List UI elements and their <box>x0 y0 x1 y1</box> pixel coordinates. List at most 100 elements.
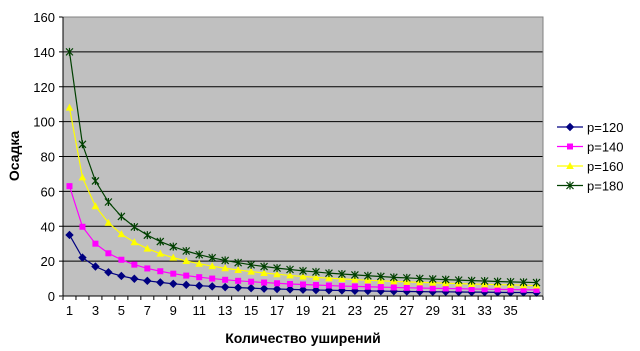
x-tick-label: 9 <box>170 303 177 318</box>
data-point-p=140 <box>261 279 268 286</box>
data-point-p=140 <box>248 278 255 285</box>
data-point-p=180 <box>117 212 126 221</box>
data-point-p=140 <box>235 277 242 284</box>
data-point-p=140 <box>416 284 423 291</box>
data-point-p=180 <box>389 273 398 282</box>
data-point-p=140 <box>79 223 86 230</box>
data-point-p=140 <box>507 286 514 293</box>
data-point-p=140 <box>403 284 410 291</box>
x-tick-label: 35 <box>503 303 517 318</box>
x-axis-title: Количество уширений <box>225 330 381 346</box>
data-point-p=120 <box>195 281 204 290</box>
data-point-p=180 <box>286 265 294 274</box>
legend-marker-p=180 <box>566 181 574 190</box>
data-point-p=140 <box>183 272 190 279</box>
data-point-p=160 <box>338 274 346 282</box>
data-point-p=140 <box>325 282 332 289</box>
x-tick-label: 17 <box>270 303 284 318</box>
data-point-p=140 <box>105 250 112 257</box>
data-point-p=140 <box>390 284 397 291</box>
data-point-p=180 <box>195 250 204 259</box>
data-point-p=120 <box>298 285 308 294</box>
data-point-p=120 <box>91 262 100 271</box>
data-point-p=180 <box>130 222 139 231</box>
data-point-p=180 <box>506 277 515 286</box>
data-point-p=160 <box>351 275 359 283</box>
data-point-p=160 <box>234 266 242 274</box>
data-point-p=180 <box>104 198 113 207</box>
data-point-p=120 <box>117 271 126 281</box>
data-point-p=180 <box>260 262 269 271</box>
x-tick-label: 11 <box>192 303 206 318</box>
data-point-p=160 <box>143 244 152 252</box>
y-tick-label: 80 <box>41 150 55 165</box>
data-point-p=120 <box>169 279 178 289</box>
data-point-p=140 <box>300 281 306 288</box>
x-tick-label: 15 <box>244 303 258 318</box>
data-point-p=120 <box>220 282 230 292</box>
data-point-p=180 <box>299 266 307 275</box>
legend-label-p=120: p=120 <box>587 120 624 135</box>
data-point-p=160 <box>182 256 191 264</box>
data-point-p=180 <box>480 277 489 286</box>
data-point-p=160 <box>208 262 216 270</box>
data-point-p=140 <box>442 285 449 292</box>
y-tick-label: 120 <box>33 80 55 95</box>
data-point-p=180 <box>234 258 243 267</box>
data-point-p=180 <box>247 260 256 269</box>
y-tick-label: 0 <box>48 289 55 304</box>
x-tick-label: 21 <box>322 303 336 318</box>
data-point-p=140 <box>377 284 384 291</box>
x-tick-label: 29 <box>425 303 439 318</box>
data-point-p=120 <box>156 278 165 287</box>
y-tick-label: 160 <box>33 10 55 25</box>
data-point-p=120 <box>78 253 87 262</box>
data-point-p=160 <box>130 238 139 246</box>
data-point-p=160 <box>65 103 74 111</box>
x-tick-label: 1 <box>66 303 73 318</box>
data-point-p=140 <box>287 280 294 287</box>
data-point-p=120 <box>130 274 139 283</box>
data-point-p=140 <box>533 286 540 293</box>
data-point-p=180 <box>519 278 528 287</box>
data-point-p=160 <box>169 253 178 261</box>
data-point-p=140 <box>170 270 177 277</box>
data-point-p=140 <box>429 285 436 292</box>
data-point-p=140 <box>455 285 462 292</box>
data-point-p=180 <box>350 270 359 279</box>
data-point-p=140 <box>468 286 475 293</box>
legend-marker-p=140 <box>567 143 573 150</box>
legend: p=120 p=140 p=160 p=180 <box>557 120 624 194</box>
data-point-p=160 <box>260 268 268 276</box>
data-point-p=180 <box>376 272 385 281</box>
data-point-p=180 <box>325 269 333 278</box>
data-point-p=140 <box>312 282 319 289</box>
data-point-p=180 <box>91 176 100 185</box>
x-axis-tick-labels: 1 3 5 7 9 11 13 15 17 19 21 23 25 27 29 31 33 35 <box>66 303 518 318</box>
data-point-p=160 <box>221 264 229 272</box>
legend-marker-p=160 <box>566 162 574 169</box>
data-point-p=140 <box>131 261 138 268</box>
data-point-p=160 <box>156 249 165 257</box>
data-point-p=160 <box>117 230 126 238</box>
data-point-p=120 <box>207 282 217 291</box>
data-point-p=160 <box>104 218 113 226</box>
legend-label-p=160: p=160 <box>587 159 624 174</box>
y-axis-tick-labels: 0 20 40 60 80 100 120 140 160 <box>33 10 55 304</box>
data-point-p=180 <box>273 264 281 273</box>
y-axis-title: Осадка <box>6 131 22 182</box>
x-tick-label: 33 <box>477 303 491 318</box>
y-tick-label: 40 <box>41 219 55 234</box>
data-point-p=160 <box>247 267 255 275</box>
data-point-p=160 <box>91 202 100 210</box>
data-point-p=180 <box>78 140 87 149</box>
data-point-p=180 <box>312 267 320 276</box>
data-point-p=120 <box>285 285 295 294</box>
data-point-p=140 <box>274 280 281 287</box>
data-point-p=160 <box>273 270 281 278</box>
y-tick-label: 100 <box>33 115 55 130</box>
series-markers <box>65 47 541 297</box>
data-point-p=120 <box>311 285 321 295</box>
data-point-p=120 <box>104 268 113 277</box>
data-point-p=180 <box>337 270 346 279</box>
